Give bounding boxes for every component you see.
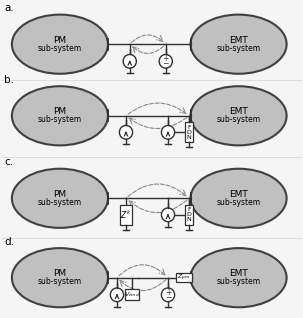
- Text: PM: PM: [53, 36, 66, 45]
- Ellipse shape: [12, 86, 108, 145]
- Ellipse shape: [191, 248, 287, 307]
- Text: EMT: EMT: [229, 190, 248, 199]
- Text: sub-system: sub-system: [217, 115, 261, 124]
- Circle shape: [159, 54, 172, 68]
- FancyBboxPatch shape: [125, 289, 139, 301]
- Text: $Z_{pm}$: $Z_{pm}$: [177, 273, 191, 283]
- Circle shape: [119, 125, 133, 139]
- Circle shape: [161, 208, 175, 222]
- Text: −: −: [165, 293, 171, 302]
- FancyBboxPatch shape: [120, 205, 132, 225]
- Text: sub-system: sub-system: [217, 198, 261, 207]
- Text: c.: c.: [4, 157, 14, 167]
- Text: −: −: [163, 59, 169, 68]
- Ellipse shape: [191, 169, 287, 228]
- Text: D: D: [187, 212, 191, 217]
- Text: F: F: [187, 207, 191, 212]
- FancyBboxPatch shape: [185, 122, 193, 142]
- Text: EMT: EMT: [229, 36, 248, 45]
- Text: PM: PM: [53, 269, 66, 278]
- Circle shape: [123, 54, 136, 68]
- Text: EMT: EMT: [229, 269, 248, 278]
- Text: sub-system: sub-system: [217, 44, 261, 53]
- Text: b.: b.: [4, 75, 14, 85]
- Ellipse shape: [12, 169, 108, 228]
- Text: +: +: [163, 54, 169, 63]
- Circle shape: [161, 125, 175, 139]
- Text: a.: a.: [4, 3, 14, 13]
- Circle shape: [110, 288, 124, 302]
- Text: sub-system: sub-system: [38, 198, 82, 207]
- Text: F: F: [187, 125, 191, 130]
- Text: PM: PM: [53, 107, 66, 116]
- Text: PM: PM: [53, 190, 66, 199]
- Ellipse shape: [191, 15, 287, 74]
- Text: N: N: [187, 135, 191, 140]
- Ellipse shape: [12, 248, 108, 307]
- Text: N: N: [187, 218, 191, 222]
- Ellipse shape: [12, 15, 108, 74]
- Text: +: +: [165, 288, 171, 297]
- Text: sub-system: sub-system: [38, 44, 82, 53]
- Text: d.: d.: [4, 237, 14, 246]
- Text: $V_{emd}$: $V_{emd}$: [124, 290, 140, 299]
- Text: D: D: [187, 130, 191, 135]
- Text: sub-system: sub-system: [38, 277, 82, 286]
- Text: $Z^k$: $Z^k$: [120, 209, 132, 221]
- FancyBboxPatch shape: [185, 205, 193, 225]
- Circle shape: [161, 288, 175, 302]
- Ellipse shape: [191, 86, 287, 145]
- Text: sub-system: sub-system: [217, 277, 261, 286]
- Text: sub-system: sub-system: [38, 115, 82, 124]
- Text: EMT: EMT: [229, 107, 248, 116]
- FancyBboxPatch shape: [176, 273, 192, 282]
